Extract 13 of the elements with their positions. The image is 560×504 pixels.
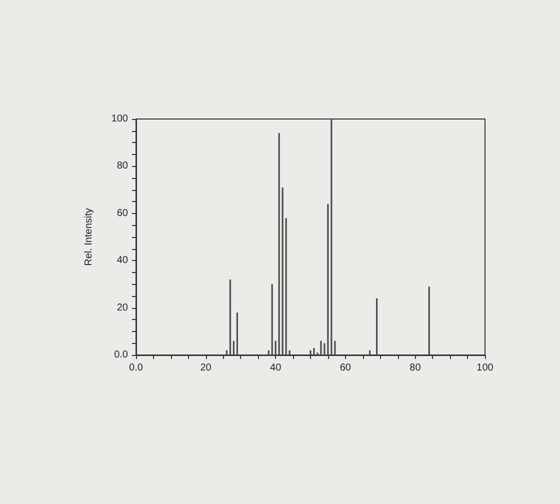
x-tick-label: 40 (270, 362, 282, 374)
x-tick-label: 0.0 (129, 362, 144, 374)
y-tick-label: 80 (116, 160, 128, 172)
y-tick-label: 40 (116, 255, 128, 266)
x-tick-label: 20 (200, 362, 212, 374)
y-tick-label: 100 (111, 114, 128, 124)
y-tick-label: 60 (116, 208, 128, 219)
x-tick-label: 100 (476, 362, 494, 374)
x-tick-label: 80 (410, 362, 422, 374)
x-tick-label: 60 (340, 362, 352, 374)
y-tick-label: 20 (116, 302, 128, 314)
y-tick-label: 0.0 (114, 350, 128, 360)
y-axis-title: Rel. Intensity (84, 208, 94, 266)
